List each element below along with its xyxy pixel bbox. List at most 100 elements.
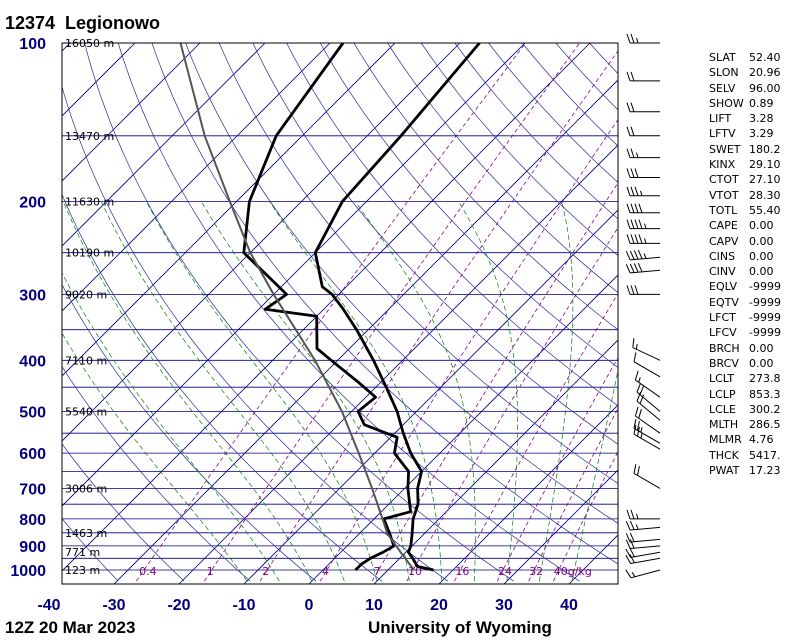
mixing-ratio-line (203, 43, 581, 582)
mixing-ratio-line (371, 182, 618, 582)
wind-barb (626, 148, 660, 159)
wind-barb-flag (633, 424, 637, 435)
index-row: LCLT 273.8 (709, 371, 781, 386)
index-key: EQTV (709, 295, 739, 309)
height-label: 123 m (65, 564, 100, 577)
dry-adiabat (521, 43, 618, 147)
isotherm-line (113, 79, 618, 584)
pressure-tick-label: 900 (19, 539, 46, 556)
dry-adiabat (319, 43, 618, 369)
index-value: 0.00 (749, 219, 774, 233)
index-key: PWAT (709, 464, 740, 478)
height-label: 11630 m (65, 196, 114, 209)
wind-barb-flag (626, 71, 631, 82)
mixing-ratio-label: 7 (374, 565, 381, 578)
wind-barb-flag (629, 539, 635, 549)
index-key: CAPV (709, 234, 739, 248)
wind-barb-flag (638, 409, 642, 419)
dry-adiabat (151, 43, 618, 565)
index-row: PWAT 17.23 (709, 463, 781, 478)
index-row: EQLV -9999 (709, 279, 781, 294)
wind-barb-flag (630, 509, 635, 520)
wind-barb (625, 249, 661, 261)
index-row: CINV 0.00 (709, 264, 781, 279)
wind-barb-staff (630, 538, 661, 543)
index-key: TOTL (709, 203, 738, 217)
dry-adiabat (62, 284, 317, 582)
wind-barb-half-flag (638, 377, 641, 383)
temperature-tick-label: 30 (495, 597, 513, 614)
wind-barb-flag (633, 418, 637, 429)
index-row: CAPV 0.00 (709, 234, 781, 249)
index-value: 300.2 (749, 402, 781, 416)
wind-barb (625, 539, 661, 549)
wind-barb (632, 338, 661, 361)
index-row: LCLP 853.3 (709, 387, 781, 402)
wind-barb (625, 262, 661, 274)
wind-barb-flag (634, 186, 639, 196)
sounding-traces (179, 43, 481, 572)
mixing-ratio-line (496, 356, 618, 582)
index-key: SLON (709, 66, 739, 80)
wind-barb (636, 392, 661, 421)
wind-barb-flag (629, 520, 635, 530)
dry-adiabat (117, 43, 580, 582)
mixing-ratio-label: 1 (207, 565, 214, 578)
isotherm-line (62, 43, 331, 312)
wind-barb-flag (629, 532, 635, 542)
mixing-ratio-line (454, 292, 618, 582)
index-key: LCLP (709, 387, 736, 401)
dry-adiabat (454, 43, 618, 220)
wind-barb-flag (625, 533, 631, 543)
index-value: 0.00 (749, 356, 774, 370)
wind-barb-half-flag (636, 37, 639, 44)
index-row: LCLE 300.2 (709, 402, 781, 417)
wind-barb (626, 126, 660, 137)
dry-adiabat (0, 43, 52, 581)
wind-barb-flag (626, 168, 631, 178)
wind-barb-staff (630, 545, 661, 549)
station-name: Legionowo (65, 13, 160, 33)
wind-barbs (625, 33, 661, 579)
wind-barb-flag (630, 203, 635, 213)
index-value: 27.10 (749, 173, 781, 187)
wind-barb-flag (630, 148, 635, 158)
wind-barb (626, 186, 660, 197)
temperature-tick-label: 10 (365, 597, 383, 614)
mixing-ratio-line (406, 226, 618, 582)
isotherm-line (308, 274, 618, 584)
wind-barb (626, 71, 660, 82)
isotherm-line (62, 43, 526, 507)
index-value: 3.28 (749, 112, 774, 126)
valid-time: 12Z 20 Mar 2023 (5, 618, 135, 637)
wind-barb-flag (630, 102, 635, 112)
wind-barb (633, 418, 661, 444)
index-key: CTOT (709, 173, 739, 187)
wind-barb-flag (638, 234, 643, 244)
moist-adiabat (62, 332, 248, 582)
plot-frame (61, 42, 619, 585)
index-value: 52.40 (749, 51, 781, 64)
wind-barb-flag (625, 554, 631, 564)
dry-adiabat (62, 518, 119, 582)
wind-barb-staff (633, 433, 661, 450)
moist-adiabat (458, 201, 518, 582)
isotherm-line (62, 43, 201, 182)
wind-barb-flag (637, 465, 640, 476)
isotherm-line (503, 469, 618, 584)
wind-barb-flag (625, 569, 632, 579)
wind-barb-flag (630, 33, 635, 44)
dry-adiabat (84, 43, 514, 582)
wind-barb-half-flag (631, 572, 636, 577)
wind-barb-flag (637, 249, 643, 260)
pressure-tick-label: 700 (19, 481, 46, 498)
dry-adiabat (420, 43, 618, 257)
wind-barb (626, 203, 660, 214)
moist-adiabat (269, 201, 443, 582)
source-credit: University of Wyoming (368, 618, 552, 637)
index-row: MLTH 286.5 (709, 417, 781, 432)
index-key: LIFT (709, 112, 732, 126)
isotherm-line (62, 43, 136, 117)
mixing-ratio-line (319, 118, 618, 582)
